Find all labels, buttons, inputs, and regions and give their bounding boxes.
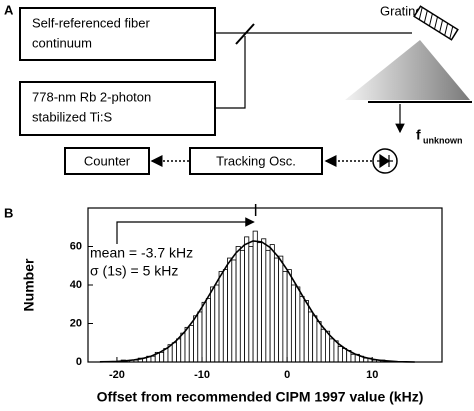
bar [320,328,326,363]
box-text: continuum [32,35,92,50]
bar [248,246,254,363]
box-text: 778-nm Rb 2-photon [32,89,151,104]
bar [171,342,177,363]
grating-label: Grating [380,3,423,18]
bar [188,325,194,363]
bar [265,249,271,363]
bar [303,299,309,363]
bar [214,284,220,363]
y-tick-label: 40 [70,279,82,291]
bar [210,286,216,363]
bar [244,236,250,363]
signal-subscript: unknown [423,135,463,145]
x-axis-label: Offset from recommended CIPM 1997 value … [97,389,424,405]
photodiode [372,148,398,174]
box-text: Self-referenced fiber [32,15,150,30]
bar [150,355,156,363]
box-text: stabilized Ti:S [32,109,113,124]
bar [197,311,203,363]
fit-curve [99,240,415,363]
bar [273,257,280,363]
bar [252,230,258,363]
bar [282,271,288,363]
laser-box [19,81,216,136]
bar [201,301,207,363]
bar [222,269,228,363]
counter-box [64,147,150,175]
bar [307,311,314,363]
bar [176,338,182,363]
bar [299,296,305,363]
y-tick-label: 20 [70,317,82,329]
plot: 0 20 40 60 -20 -10 0 10 Offset from recommended … [21,204,443,405]
bar [205,298,211,363]
bar [350,353,356,363]
panel-label: A [4,2,14,17]
bar [193,315,199,363]
bar [337,346,343,363]
x-tick-label: 10 [366,369,378,381]
y-axis-label: Number [21,258,37,311]
bar [256,242,262,363]
bar [184,326,190,363]
bar [235,246,241,363]
bar [295,286,301,363]
bar [312,315,318,363]
y-tick-label: 0 [76,356,82,368]
bar [286,269,292,363]
beam-splitter [235,23,255,45]
bar [325,330,331,363]
bar [342,348,348,363]
bar [159,351,165,363]
grating [413,5,459,41]
bar [269,244,275,363]
source-box [19,7,216,61]
beam [215,36,246,109]
bar [239,249,245,363]
bar [278,255,284,363]
x-tick-label: -10 [194,369,210,381]
y-tick-label: 60 [70,240,82,252]
tracking-box [189,147,323,175]
annotation: σ (1s) = 5 kHz [90,263,178,279]
annotation: mean = -3.7 kHz [90,245,193,261]
box-text: Tracking Osc. [216,153,296,168]
bar [290,284,297,363]
bar [329,338,335,363]
annotation-arrow [116,217,255,244]
x-tick-label: -20 [109,369,125,381]
bar [231,259,237,363]
bar [218,271,224,363]
x-tick-label: 0 [284,369,290,381]
bar [227,257,233,363]
dispersed-beam [345,40,470,100]
bar [316,321,322,363]
bar [261,238,267,363]
bar [180,332,186,363]
box-text: Counter [84,153,131,168]
signal-label: f [416,127,421,143]
panel-label: B [4,205,13,220]
